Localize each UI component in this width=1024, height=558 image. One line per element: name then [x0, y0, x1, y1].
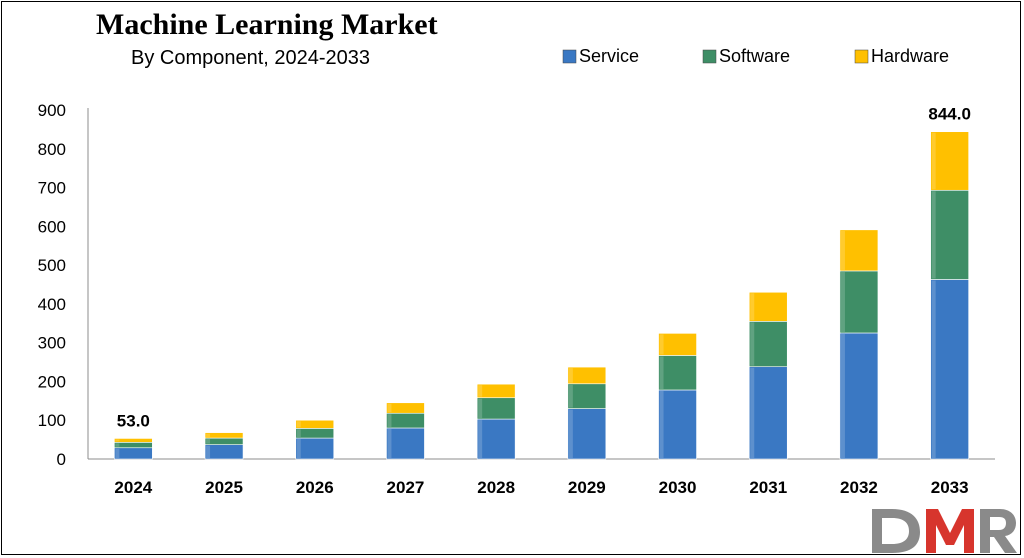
- bar-highlight: [659, 390, 664, 458]
- bar-highlight: [296, 429, 301, 438]
- bar-highlight: [478, 385, 483, 397]
- bar-highlight: [387, 428, 392, 458]
- bar-hardware-2029: [567, 366, 607, 385]
- bar-software-2031: [748, 321, 788, 368]
- bar-service-2031: [748, 366, 788, 460]
- x-tick-label: 2028: [477, 478, 515, 497]
- y-tick-label: 700: [38, 179, 66, 198]
- x-tick-label: 2024: [114, 478, 152, 497]
- bar-highlight: [387, 403, 392, 413]
- bar-highlight: [659, 356, 664, 389]
- bar-highlight: [931, 191, 936, 279]
- bar-highlight: [568, 368, 573, 383]
- bar-service-2026: [295, 437, 335, 460]
- data-label-2033: 844.0: [928, 105, 971, 124]
- legend-swatch-hardware: [854, 49, 869, 64]
- legend-swatch-service: [562, 49, 577, 64]
- y-tick-label: 600: [38, 217, 66, 236]
- data-labels: 53.0 844.0: [117, 105, 971, 431]
- bar-software-2025: [204, 437, 244, 445]
- bar-highlight: [115, 439, 120, 442]
- bars: [114, 131, 969, 460]
- bar-service-2024: [114, 447, 153, 460]
- x-tick-label: 2029: [568, 478, 606, 497]
- y-tick-label: 100: [38, 411, 66, 430]
- bar-software-2032: [839, 270, 879, 334]
- bar-hardware-2025: [204, 432, 244, 439]
- legend: Service Software Hardware: [562, 46, 949, 66]
- bar-highlight: [750, 322, 755, 366]
- dmr-logo: [872, 509, 1017, 553]
- data-label-2024: 53.0: [117, 411, 150, 430]
- y-tick-label: 300: [38, 334, 66, 353]
- x-tick-label: 2033: [931, 478, 969, 497]
- x-tick-label: 2031: [749, 478, 787, 497]
- bar-service-2028: [476, 418, 516, 460]
- y-tick-label: 500: [38, 256, 66, 275]
- legend-label-service: Service: [579, 46, 639, 66]
- bar-hardware-2033: [930, 131, 969, 191]
- bar-software-2024: [114, 442, 153, 449]
- bar-service-2029: [567, 408, 607, 460]
- bar-software-2026: [295, 428, 335, 439]
- bar-software-2029: [567, 383, 607, 409]
- x-tick-label: 2027: [387, 478, 425, 497]
- bar-hardware-2031: [748, 291, 788, 322]
- bar-service-2027: [386, 427, 425, 460]
- bar-highlight: [478, 398, 483, 419]
- bar-highlight: [206, 439, 211, 444]
- bar-software-2027: [386, 412, 425, 429]
- bar-highlight: [387, 414, 392, 427]
- bar-highlight: [115, 443, 120, 447]
- bar-highlight: [931, 132, 936, 190]
- bar-hardware-2027: [386, 402, 425, 414]
- bar-software-2028: [476, 397, 516, 420]
- bar-highlight: [206, 445, 211, 458]
- bar-hardware-2024: [114, 438, 153, 443]
- bar-service-2033: [930, 279, 969, 460]
- bar-highlight: [568, 384, 573, 408]
- bar-service-2030: [658, 389, 697, 460]
- bar-highlight: [840, 271, 845, 332]
- bar-highlight: [296, 421, 301, 428]
- bar-hardware-2028: [476, 383, 516, 399]
- x-tick-label: 2025: [205, 478, 243, 497]
- bar-highlight: [115, 448, 120, 458]
- bar-highlight: [206, 433, 211, 438]
- legend-label-software: Software: [719, 46, 790, 66]
- y-tick-label: 400: [38, 295, 66, 314]
- legend-swatch-software: [702, 49, 717, 64]
- bar-highlight: [750, 367, 755, 458]
- bar-software-2030: [658, 355, 697, 391]
- bar-highlight: [659, 334, 664, 355]
- bar-hardware-2030: [658, 333, 697, 356]
- bar-highlight: [750, 293, 755, 321]
- bar-service-2025: [204, 444, 244, 460]
- bar-hardware-2026: [295, 419, 335, 429]
- bar-highlight: [931, 280, 936, 458]
- x-tick-label: 2030: [659, 478, 697, 497]
- x-tick-label: 2026: [296, 478, 334, 497]
- bar-service-2032: [839, 332, 879, 460]
- y-tick-label: 800: [38, 140, 66, 159]
- chart-subtitle: By Component, 2024-2033: [131, 47, 371, 69]
- bar-highlight: [478, 420, 483, 458]
- bar-software-2033: [930, 189, 969, 280]
- y-tick-label: 900: [38, 101, 66, 120]
- chart-title: Machine Learning Market: [96, 8, 438, 41]
- bar-highlight: [840, 230, 845, 270]
- bar-hardware-2032: [839, 229, 879, 272]
- bar-highlight: [296, 439, 301, 458]
- y-tick-label: 200: [38, 372, 66, 391]
- legend-label-hardware: Hardware: [871, 46, 949, 66]
- bar-highlight: [568, 409, 573, 458]
- bar-highlight: [840, 333, 845, 458]
- y-tick-label: 0: [57, 450, 66, 469]
- x-tick-label: 2032: [840, 478, 878, 497]
